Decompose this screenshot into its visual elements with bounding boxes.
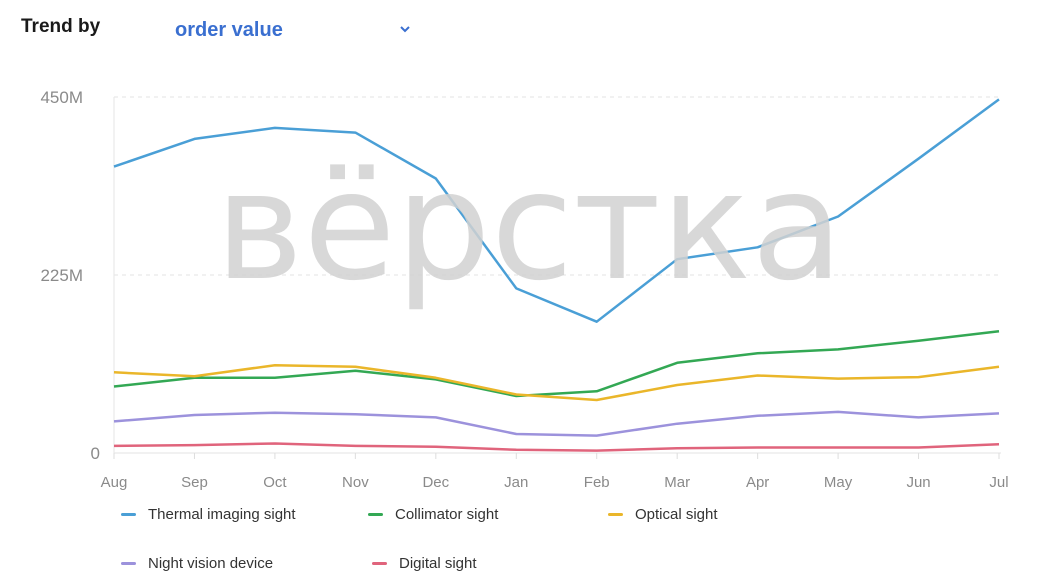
- legend-label: Thermal imaging sight: [148, 506, 296, 523]
- legend-label: Optical sight: [635, 506, 718, 523]
- legend-label: Night vision device: [148, 555, 274, 572]
- trend-by-label: Trend by: [21, 16, 101, 37]
- legend-swatch: [372, 562, 387, 565]
- x-tick-label: Jan: [504, 474, 528, 490]
- x-tick-label: Apr: [746, 474, 769, 490]
- x-tick-label: Dec: [422, 474, 449, 490]
- legend-item[interactable]: Optical sight: [608, 506, 718, 523]
- x-axis-labels: Aug Sep Oct Nov Dec Jan Feb Mar Apr May Jun Jul: [101, 453, 1009, 490]
- series-lines: [113, 98, 1000, 452]
- y-tick-label: 0: [91, 444, 100, 463]
- x-tick-label: Aug: [101, 474, 128, 490]
- series-line-1[interactable]: [113, 329, 1000, 398]
- x-tick-label: May: [824, 474, 853, 490]
- chevron-down-icon[interactable]: [400, 24, 410, 34]
- series-line-3[interactable]: [113, 410, 1000, 437]
- x-tick-label: Feb: [584, 474, 610, 490]
- legend-label: Digital sight: [399, 555, 477, 572]
- legend-item[interactable]: Thermal imaging sight: [121, 506, 296, 523]
- x-tick-label: Jul: [989, 474, 1008, 490]
- legend-swatch: [121, 513, 136, 516]
- line-chart: 0 225M 450M Aug Sep Oct Nov Dec Jan Feb Mar Apr May…: [40, 88, 1009, 490]
- legend-label: Collimator sight: [395, 506, 499, 523]
- chart-header: Trend by order value: [0, 0, 1057, 60]
- metric-select-value: order value: [175, 19, 283, 41]
- legend-item[interactable]: Collimator sight: [368, 506, 498, 523]
- metric-select[interactable]: order value: [175, 19, 420, 49]
- series-line-2[interactable]: [113, 363, 1000, 402]
- legend-item[interactable]: Night vision device: [121, 555, 273, 572]
- legend-swatch: [121, 562, 136, 565]
- x-tick-label: Oct: [263, 474, 287, 490]
- x-tick-label: Jun: [906, 474, 930, 490]
- series-line-4[interactable]: [113, 442, 1000, 452]
- legend-swatch: [608, 513, 623, 516]
- y-axis-labels: 0 225M 450M: [40, 88, 100, 463]
- series-line-0[interactable]: [113, 98, 1000, 323]
- y-tick-label: 225M: [40, 266, 83, 285]
- watermark: вёрстка: [215, 140, 843, 314]
- legend-swatch: [368, 513, 383, 516]
- x-tick-label: Sep: [181, 474, 208, 490]
- y-tick-label: 450M: [40, 88, 83, 107]
- chart-legend: Thermal imaging sight Collimator sight Opt…: [0, 490, 1057, 572]
- legend-item[interactable]: Digital sight: [372, 555, 477, 572]
- x-tick-label: Mar: [664, 474, 690, 490]
- grid-lines: [113, 96, 1001, 454]
- x-tick-label: Nov: [342, 474, 369, 490]
